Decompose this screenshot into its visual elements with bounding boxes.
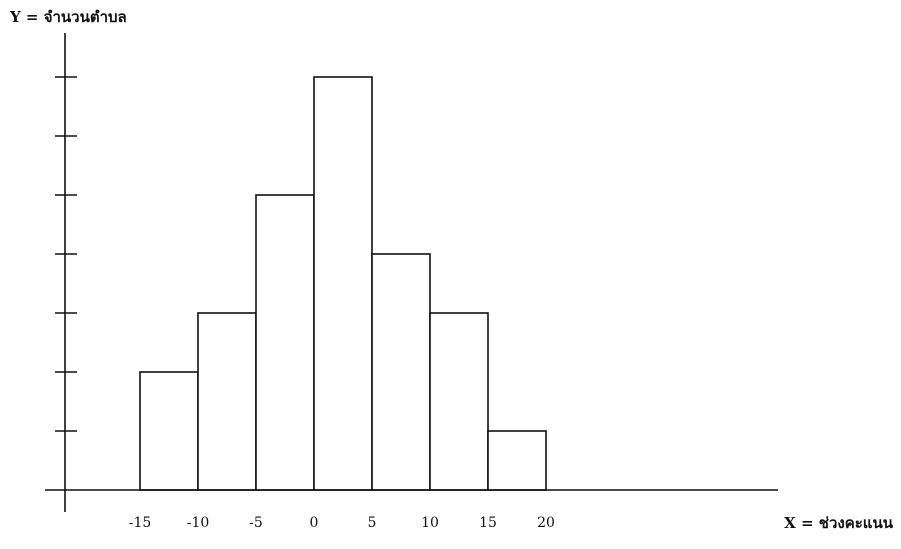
x-tick-label: 5	[368, 515, 377, 531]
x-tick-label: 10	[421, 515, 439, 531]
x-tick-label: 15	[479, 515, 497, 531]
ticks-group: -15 -10 -5 0 5 10 15 20	[55, 76, 555, 531]
histogram-bar	[487, 430, 547, 491]
x-tick-label: -15	[129, 515, 152, 531]
histogram-bar	[429, 312, 489, 491]
histogram-bar	[371, 253, 431, 491]
y-axis-title: Y = จำนวนตำบล	[9, 8, 127, 26]
x-tick-label: -5	[249, 515, 263, 531]
histogram-bar	[255, 194, 315, 491]
x-tick-label: -10	[187, 515, 210, 531]
x-tick-label: 20	[537, 515, 555, 531]
axes-group	[45, 33, 778, 512]
histogram-bar	[197, 312, 257, 491]
histogram-bar	[313, 76, 373, 491]
x-tick-label: 0	[310, 515, 319, 531]
x-axis-title: X = ช่วงคะแนน	[784, 514, 894, 532]
bars-group	[139, 76, 547, 491]
histogram-bar	[139, 371, 199, 491]
